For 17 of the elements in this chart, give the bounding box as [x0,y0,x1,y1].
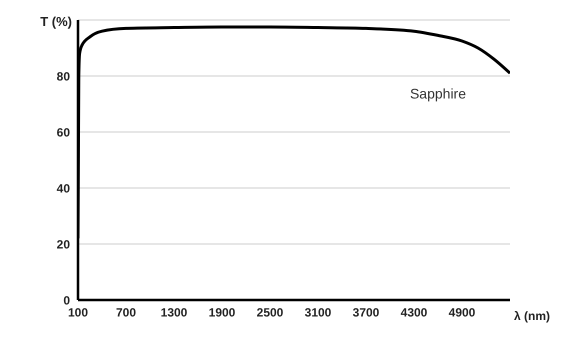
y-axis-title: T (%) [40,14,72,29]
x-tick-label: 4900 [448,306,476,320]
y-tick-label: 40 [56,181,70,196]
y-tick-label: 20 [56,237,70,252]
text: Sapphire [410,85,466,102]
x-axis-title: λ (nm) [514,309,550,323]
x-tick-label: 3700 [352,306,380,320]
y-tick-label: 60 [56,125,70,140]
x-tick-label: 2500 [256,306,284,320]
y-tick-label: 0 [63,293,70,308]
x-tick-label: 3100 [304,306,332,320]
y-tick-label: 80 [56,69,70,84]
x-tick-label: 100 [68,306,88,320]
x-tick-label: 700 [116,306,136,320]
x-tick-label: 1300 [160,306,188,320]
x-tick-label: 1900 [208,306,236,320]
x-tick-label: 4300 [400,306,428,320]
